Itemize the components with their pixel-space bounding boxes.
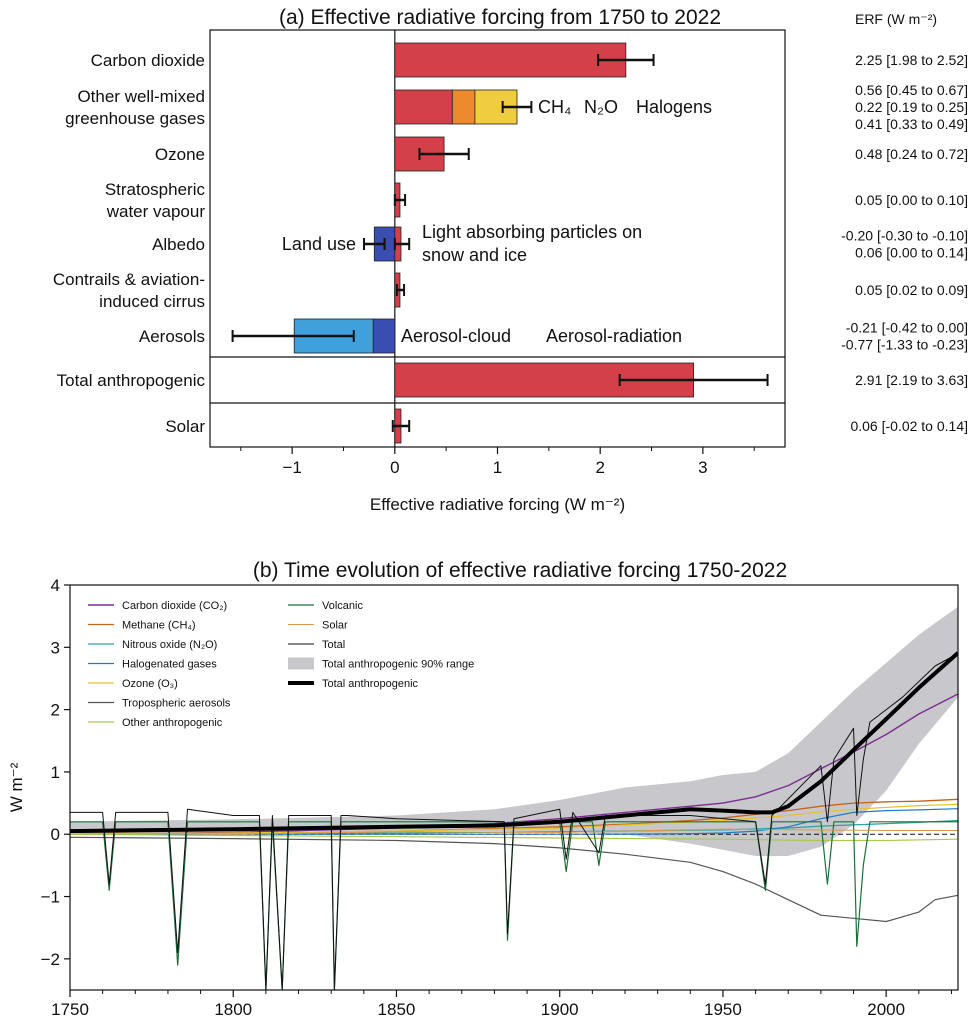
y-tick-label: 1 bbox=[51, 763, 60, 782]
category-label: Solar bbox=[165, 417, 205, 436]
erf-value: 0.56 [0.45 to 0.67] bbox=[855, 82, 968, 98]
x-tick-label: 1950 bbox=[704, 1000, 742, 1019]
category-label: Stratospheric bbox=[105, 180, 206, 199]
y-axis-label: W m⁻² bbox=[7, 762, 26, 812]
bar-segment bbox=[394, 42, 627, 78]
annotation-aerosol-cloud: Aerosol-cloud bbox=[401, 326, 511, 346]
x-tick-label: 2 bbox=[595, 458, 604, 477]
x-tick-label: −1 bbox=[282, 458, 301, 477]
series-line-halogenated-gases bbox=[70, 808, 958, 835]
annotation-n2o: N₂O bbox=[584, 97, 618, 117]
x-tick-label: 3 bbox=[698, 458, 707, 477]
erf-value: 0.22 [0.19 to 0.25] bbox=[855, 99, 968, 115]
legend: Carbon dioxide (CO₂) Methane (CH₄) Nitrous… bbox=[88, 600, 474, 729]
annotation-light-absorbing: snow and ice bbox=[422, 245, 527, 265]
legend-label: Total anthropogenic bbox=[322, 678, 419, 690]
category-label: Ozone bbox=[155, 145, 205, 164]
series-line-volcanic bbox=[70, 821, 958, 990]
legend-label: Total anthropogenic 90% range bbox=[322, 659, 474, 671]
series-line-tropospheric-aerosols bbox=[70, 836, 958, 923]
category-label: Albedo bbox=[152, 235, 205, 254]
category-label: water vapour bbox=[106, 202, 206, 221]
erf-value: -0.21 [-0.42 to 0.00] bbox=[846, 320, 968, 336]
legend-label: Carbon dioxide (CO₂) bbox=[122, 600, 227, 612]
erf-value: -0.77 [-1.33 to -0.23] bbox=[841, 337, 968, 353]
category-label: induced cirrus bbox=[99, 292, 205, 311]
y-tick-label: −2 bbox=[41, 950, 60, 969]
legend-label: Nitrous oxide (N₂O) bbox=[122, 639, 217, 651]
category-label: Aerosols bbox=[139, 327, 205, 346]
erf-value: -0.20 [-0.30 to -0.10] bbox=[841, 228, 968, 244]
annotation-halogens: Halogens bbox=[636, 97, 712, 117]
panel-b-time-evolution: (b) Time evolution of effective radiativ… bbox=[7, 559, 959, 1019]
annotation-aerosol-radiation: Aerosol-radiation bbox=[546, 326, 682, 346]
x-tick-label: 1750 bbox=[51, 1000, 89, 1019]
erf-value: 0.48 [0.24 to 0.72] bbox=[855, 146, 968, 162]
y-tick-label: 3 bbox=[51, 638, 60, 657]
y-tick-label: −1 bbox=[41, 888, 60, 907]
x-axis-label: Effective radiative forcing (W m⁻²) bbox=[370, 495, 625, 514]
category-label: Other well-mixed bbox=[77, 87, 205, 106]
erf-column-header: ERF (W m⁻²) bbox=[855, 11, 937, 27]
category-label: Total anthropogenic bbox=[57, 371, 206, 390]
erf-value: 0.06 [-0.02 to 0.14] bbox=[850, 418, 968, 434]
x-tick-label: 2000 bbox=[867, 1000, 905, 1019]
panel-a-title: (a) Effective radiative forcing from 175… bbox=[279, 6, 721, 29]
series-line-solar bbox=[70, 828, 958, 835]
annotation-light-absorbing: Light absorbing particles on bbox=[422, 222, 642, 242]
series-line-ozone-o bbox=[70, 803, 958, 835]
bar-segment bbox=[394, 89, 453, 125]
series-line-total-anthropogenic bbox=[70, 651, 958, 834]
annotation-ch4: CH₄ bbox=[538, 97, 571, 117]
plot-area bbox=[70, 606, 958, 990]
series-line-total bbox=[70, 653, 958, 990]
x-tick-label: 0 bbox=[390, 458, 399, 477]
category-label: Contrails & aviation- bbox=[53, 270, 205, 289]
erf-value: 0.06 [0.00 to 0.14] bbox=[855, 245, 968, 261]
x-tick-label: 1850 bbox=[378, 1000, 416, 1019]
erf-value: 0.05 [0.00 to 0.10] bbox=[855, 192, 968, 208]
category-label: Carbon dioxide bbox=[91, 51, 205, 70]
legend-label: Volcanic bbox=[322, 600, 363, 612]
panel-b-frame bbox=[69, 584, 959, 991]
legend-label: Tropospheric aerosols bbox=[122, 698, 231, 710]
erf-value: 0.05 [0.02 to 0.09] bbox=[855, 282, 968, 298]
x-tick-label: 1 bbox=[493, 458, 502, 477]
bar-segment bbox=[372, 318, 396, 354]
legend-label: Solar bbox=[322, 620, 348, 632]
legend-label: Other anthropogenic bbox=[122, 717, 223, 729]
panel-b-title: (b) Time evolution of effective radiativ… bbox=[253, 559, 787, 582]
category-label: greenhouse gases bbox=[65, 109, 205, 128]
bar-segment bbox=[451, 89, 476, 125]
legend-label: Total bbox=[322, 639, 345, 651]
erf-value: 2.25 [1.98 to 2.52] bbox=[855, 52, 968, 68]
panel-a-erf-bars: (a) Effective radiative forcing from 175… bbox=[53, 6, 968, 514]
annotation-land-use: Land use bbox=[282, 234, 356, 254]
legend-label: Methane (CH₄) bbox=[122, 620, 196, 632]
range-band-total-anthropogenic bbox=[70, 606, 958, 856]
y-tick-label: 4 bbox=[51, 576, 60, 595]
y-tick-label: 2 bbox=[51, 701, 60, 720]
legend-label: Halogenated gases bbox=[122, 659, 217, 671]
x-tick-label: 1800 bbox=[214, 1000, 252, 1019]
x-tick-label: 1900 bbox=[541, 1000, 579, 1019]
erf-value: 2.91 [2.19 to 3.63] bbox=[855, 372, 968, 388]
legend-swatch bbox=[288, 657, 314, 670]
series-line-nitrous-oxide-n-o bbox=[70, 819, 958, 835]
y-tick-label: 0 bbox=[51, 825, 60, 844]
erf-value: 0.41 [0.33 to 0.49] bbox=[855, 116, 968, 132]
legend-label: Ozone (O₃) bbox=[122, 678, 178, 690]
